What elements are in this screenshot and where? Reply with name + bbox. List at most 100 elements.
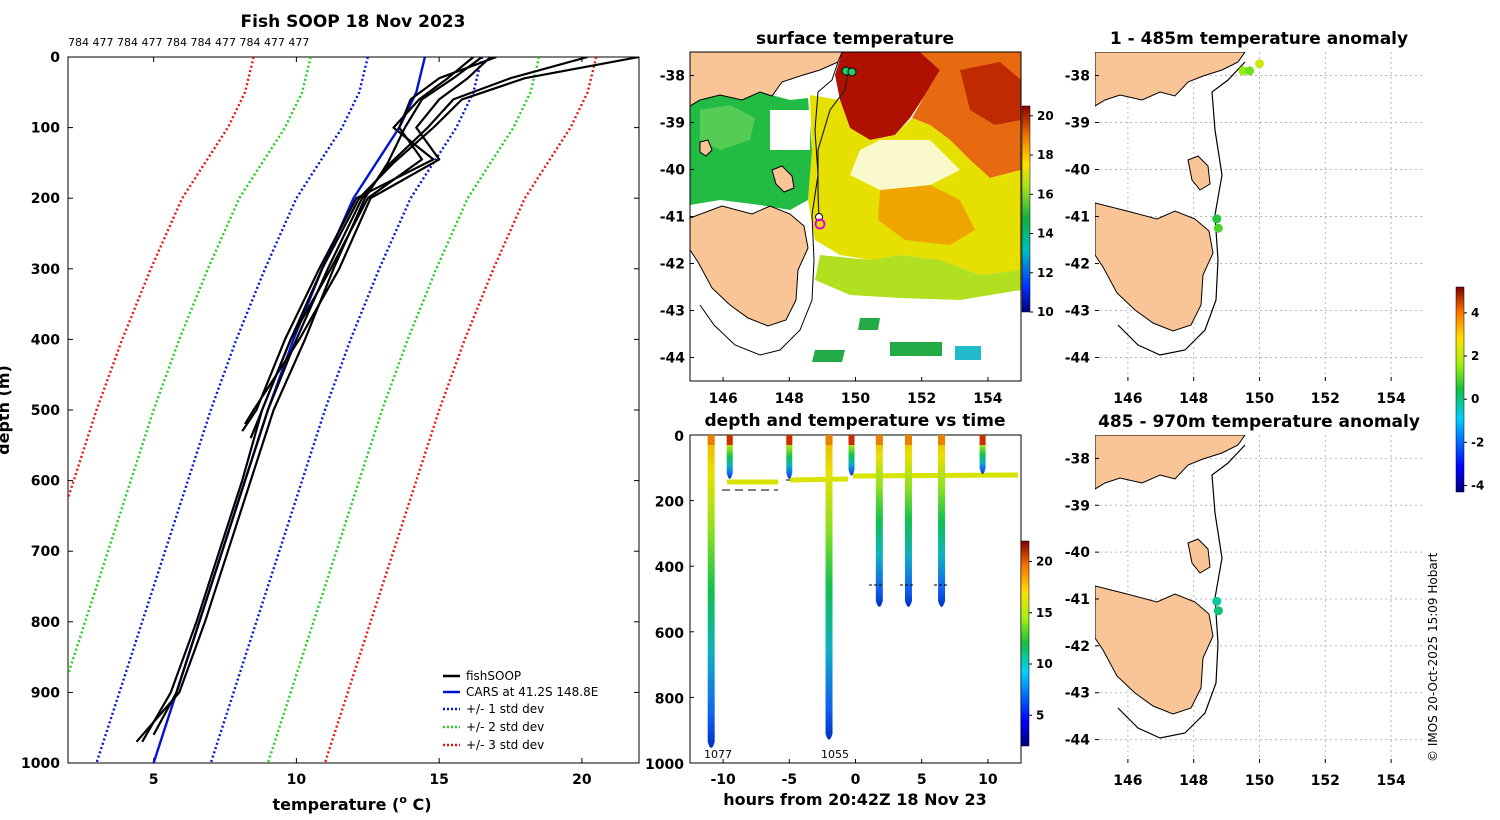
sst-warm-core [835,52,940,140]
y-tick-label: 700 [31,544,60,560]
lon-tick-label: 146 [1113,773,1142,789]
depth-tick-label: 0 [674,429,684,445]
sst-orange-blobs [878,185,975,245]
colorbar-tick-label: 16 [1037,187,1054,201]
colorbar-tick-label: 14 [1037,227,1054,241]
cast-trace-7 [904,435,912,607]
anom2-shelf [1117,444,1246,739]
anom1-ticks: 146 148 150 152 154 -38 -39 -40 -41 -42 -43 -44 [1065,69,1406,408]
sst-south-speckle [812,350,845,362]
lat-tick-label: -41 [660,210,685,226]
lon-tick-label: 154 [1376,773,1405,789]
fishsoop-profile-6 [249,57,497,439]
anom2-flinders [1187,538,1211,574]
lat-tick-label: -41 [1065,592,1090,608]
anom1-shelf [1117,61,1246,356]
std-dev-envelopes [68,57,598,763]
cast-trace-8 [938,435,946,607]
depth-tick-label: 400 [655,560,684,576]
y-tick-label: 300 [31,262,60,278]
sst-white-cloud [850,140,960,190]
lat-tick-label: -40 [660,163,686,179]
profiles-x-label: temperature (o C) [272,793,431,814]
anom1-point-3 [1255,59,1264,69]
fishsoop-profile-3 [152,57,588,736]
sst-south-patch-1 [890,342,942,356]
cast-trace-4 [825,435,833,740]
sst-warm-patch [960,62,1021,125]
sst-south-speckle-2 [858,318,880,330]
anom1-point-5 [1213,223,1223,233]
anom1-point-1 [1238,66,1248,76]
cast-trace-1 [707,435,715,748]
anom2-tasmania [1095,585,1214,715]
cast-depth-label-2: 1055 [821,748,849,761]
lon-tick-label: 150 [841,391,870,407]
shelf-contour [699,61,839,356]
x-tick-label: 15 [429,772,448,788]
lat-tick-label: -41 [1065,210,1090,226]
lat-tick-label: -38 [1065,69,1090,85]
lon-tick-label: 148 [1179,391,1208,407]
profiles-y-label: depth (m) [0,365,13,455]
time-tick-label: 5 [917,772,927,788]
depth-tick-label: 600 [655,626,684,642]
std-dev-line-3 [323,57,598,763]
imos-credit: © IMOS 20-Oct-2025 15:09 Hobart [1426,552,1440,762]
king-island [699,139,713,157]
anom1-point-4 [1212,214,1222,224]
profiles-drop-codes: 784 477 784 477 784 784 477 784 477 477 [68,36,309,49]
sst-field [690,52,1021,362]
colorbar-tick-label: -4 [1471,479,1484,493]
colorbar-tick-label: -2 [1471,435,1484,449]
profiles-legend: fishSOOP CARS at 41.2S 148.8E +/- 1 std … [443,669,598,752]
transit-track-2 [789,476,849,483]
anom1-tasmania [1095,202,1214,332]
colorbar-tick-label: 10 [1036,657,1053,671]
tasmania [690,205,809,327]
anom1-point-2 [1245,66,1255,76]
x-label-degree: o [399,793,407,806]
legend-std3: +/- 3 std dev [466,738,544,752]
lat-tick-label: -39 [1065,116,1090,132]
x-label-pre: temperature ( [272,795,399,814]
lon-tick-label: 146 [708,391,737,407]
anom1-points [1212,59,1264,233]
surface-transit-tracks [727,472,1019,485]
time-tick-label: 10 [978,772,998,788]
sst-green-south [815,255,1021,300]
colorbar-tick-label: 10 [1037,305,1054,319]
y-tick-label: 900 [31,685,60,701]
ship-track [817,69,849,221]
sst-colorbar-ticks: 10 12 14 16 18 20 [1030,109,1054,319]
lat-tick-label: -42 [660,257,685,273]
anomaly-deep-panel: 485 - 970m temperature anomaly 146 148 150… [1065,286,1484,789]
cast-surface-warm-8 [938,435,946,445]
anom2-ticks: 146 148 150 152 154 -38 -39 -40 -41 -42 -43 -44 [1065,451,1406,789]
legend-cars: CARS at 41.2S 148.8E [466,685,598,699]
sst-bass-strait-light [700,105,755,150]
fishsoop-profile-2 [141,57,639,743]
colorbar-tick-label: 18 [1037,148,1054,162]
std-dev-line-2 [266,57,541,763]
lat-tick-label: -43 [660,304,685,320]
x-tick-label: 20 [572,772,592,788]
x-tick-label: 5 [149,772,159,788]
lon-tick-label: 148 [1179,773,1208,789]
anom2-point-1 [1212,596,1222,606]
lon-tick-label: 150 [1245,773,1274,789]
cast-trace-3 [786,435,793,479]
surface-title: surface temperature [756,29,954,49]
x-tick-label: 10 [287,772,307,788]
cars-mean-line [152,57,427,763]
lat-tick-label: -44 [1065,733,1091,749]
depth-time-x-label: hours from 20:42Z 18 Nov 23 [723,790,986,809]
anom1-title: 1 - 485m temperature anomaly [1110,29,1408,49]
cast-surface-warm-1 [707,435,715,445]
lat-tick-label: -42 [1065,257,1090,273]
legend-fishsoop: fishSOOP [466,669,521,683]
time-colorbar [1020,540,1030,747]
time-tick-label: -10 [710,772,736,788]
depth-time-title: depth and temperature vs time [705,411,1006,431]
sst-south-patch-2 [955,346,981,360]
